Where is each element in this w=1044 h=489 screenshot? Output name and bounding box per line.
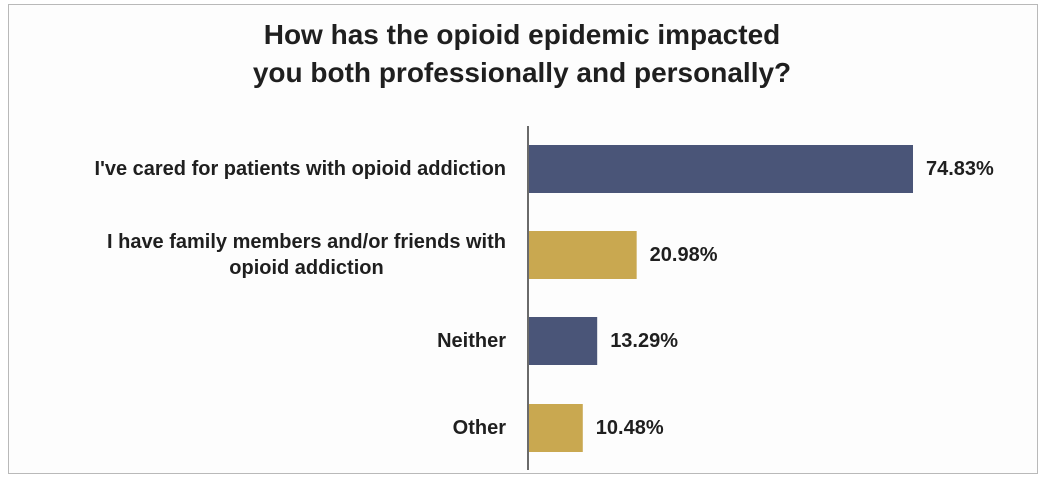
- value-label-1: 74.83%: [926, 158, 994, 180]
- bar-3: [529, 317, 598, 365]
- bar-4: [529, 404, 583, 452]
- category-label-line: I have family members and/or friends wit…: [106, 231, 506, 253]
- category-label-text-4: Other: [453, 415, 506, 441]
- value-label-4: 10.48%: [595, 417, 664, 439]
- category-label-3: Neither: [20, 328, 506, 354]
- chart-frame: [8, 4, 1038, 474]
- category-label-line: Neither: [437, 330, 506, 352]
- category-label-text-2: I have family members and/or friends wit…: [107, 229, 506, 281]
- value-label-2: 20.98%: [649, 244, 718, 266]
- chart-title-line-1: How has the opioid epidemic impacted: [263, 19, 781, 50]
- category-label-2: I have family members and/or friends wit…: [20, 229, 506, 281]
- category-label-1: I've cared for patients with opioid addi…: [20, 156, 506, 182]
- bar-2: [529, 231, 637, 279]
- chart-title: How has the opioid epidemic impacted you…: [0, 16, 1044, 92]
- category-label-text-1: I've cared for patients with opioid addi…: [95, 156, 506, 182]
- category-label-text-3: Neither: [437, 328, 506, 354]
- category-label-4: Other: [20, 415, 506, 441]
- bar-1: [529, 145, 913, 193]
- chart-title-line-2: you both professionally and personally?: [252, 57, 792, 88]
- category-label-line: Other: [452, 417, 506, 439]
- value-label-3: 13.29%: [610, 330, 679, 352]
- category-label-line: I've cared for patients with opioid addi…: [94, 158, 506, 180]
- category-label-line: opioid addiction: [229, 257, 384, 279]
- bars-group: [529, 145, 913, 452]
